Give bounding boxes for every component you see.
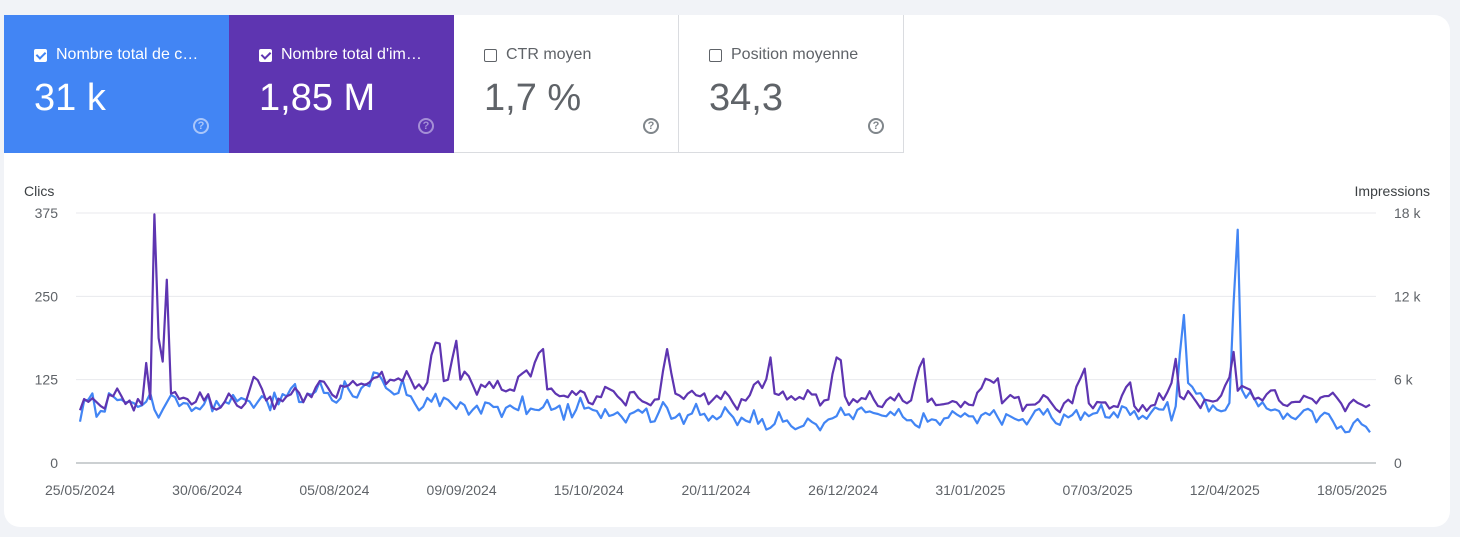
x-tick-label: 15/10/2024 bbox=[554, 482, 624, 498]
x-tick-label: 20/11/2024 bbox=[681, 482, 750, 498]
card-average-ctr[interactable]: CTR moyen 1,7 % ? bbox=[454, 15, 679, 153]
card-total-clicks[interactable]: Nombre total de c… 31 k ? bbox=[4, 15, 229, 153]
y-right-tick-label: 18 k bbox=[1394, 205, 1421, 221]
card-value-average-ctr: 1,7 % bbox=[484, 77, 582, 119]
checkbox-average-ctr[interactable] bbox=[484, 48, 497, 62]
help-icon[interactable]: ? bbox=[868, 118, 884, 134]
card-total-impressions[interactable]: Nombre total d'im… 1,85 M ? bbox=[229, 15, 454, 153]
help-icon[interactable]: ? bbox=[193, 118, 209, 134]
x-tick-label: 26/12/2024 bbox=[808, 482, 878, 498]
chart-series bbox=[78, 213, 1371, 434]
impressions-series-line bbox=[78, 213, 1371, 414]
x-tick-label: 31/01/2025 bbox=[935, 482, 1005, 498]
checkbox-total-impressions[interactable] bbox=[259, 48, 272, 62]
y-axis-left-ticks: 375 250 125 0 bbox=[35, 205, 59, 471]
checkbox-average-position[interactable] bbox=[709, 48, 722, 62]
y-axis-right-ticks: 18 k 12 k 6 k 0 bbox=[1394, 205, 1421, 471]
y-right-tick-label: 6 k bbox=[1394, 372, 1414, 388]
y-left-tick-label: 375 bbox=[35, 205, 59, 221]
y-left-tick-label: 250 bbox=[35, 288, 59, 304]
card-average-position[interactable]: Position moyenne 34,3 ? bbox=[679, 15, 904, 153]
x-tick-label: 30/06/2024 bbox=[172, 482, 242, 498]
x-axis-ticks: 25/05/2024 30/06/2024 05/08/2024 09/09/2024… bbox=[45, 482, 1387, 498]
y-axis-left-title: Clics bbox=[24, 183, 54, 199]
help-icon[interactable]: ? bbox=[418, 118, 434, 134]
chart-grid bbox=[76, 212, 1376, 464]
y-right-tick-label: 0 bbox=[1394, 455, 1402, 471]
x-tick-label: 07/03/2025 bbox=[1063, 482, 1133, 498]
card-label-total-clicks: Nombre total de c… bbox=[56, 46, 199, 63]
checkbox-total-clicks[interactable] bbox=[34, 48, 47, 62]
card-label-total-impressions: Nombre total d'im… bbox=[281, 46, 422, 63]
y-axis-right-title: Impressions bbox=[1355, 183, 1430, 199]
card-value-total-impressions: 1,85 M bbox=[259, 77, 376, 119]
card-value-average-position: 34,3 bbox=[709, 77, 783, 119]
x-tick-label: 09/09/2024 bbox=[427, 482, 497, 498]
x-tick-label: 05/08/2024 bbox=[299, 482, 369, 498]
help-icon[interactable]: ? bbox=[643, 118, 659, 134]
metric-cards: Nombre total de c… 31 k ? Nombre total d… bbox=[4, 15, 904, 153]
card-header: CTR moyen bbox=[484, 46, 591, 64]
card-header: Position moyenne bbox=[709, 46, 858, 64]
y-right-tick-label: 12 k bbox=[1394, 288, 1421, 304]
x-tick-label: 25/05/2024 bbox=[45, 482, 115, 498]
y-left-tick-label: 0 bbox=[50, 455, 58, 471]
card-label-average-ctr: CTR moyen bbox=[506, 46, 592, 63]
performance-chart[interactable]: Clics Impressions 375 250 125 0 18 k 12 k 6 k… bbox=[4, 15, 1450, 527]
card-label-average-position: Position moyenne bbox=[731, 46, 859, 63]
card-value-total-clicks: 31 k bbox=[34, 77, 106, 119]
clicks-series-line bbox=[78, 228, 1371, 434]
card-header: Nombre total de c… bbox=[34, 46, 198, 64]
y-left-tick-label: 125 bbox=[35, 372, 59, 388]
card-header: Nombre total d'im… bbox=[259, 46, 422, 64]
x-tick-label: 18/05/2025 bbox=[1317, 482, 1387, 498]
performance-panel: Nombre total de c… 31 k ? Nombre total d… bbox=[4, 15, 1450, 527]
x-tick-label: 12/04/2025 bbox=[1190, 482, 1260, 498]
